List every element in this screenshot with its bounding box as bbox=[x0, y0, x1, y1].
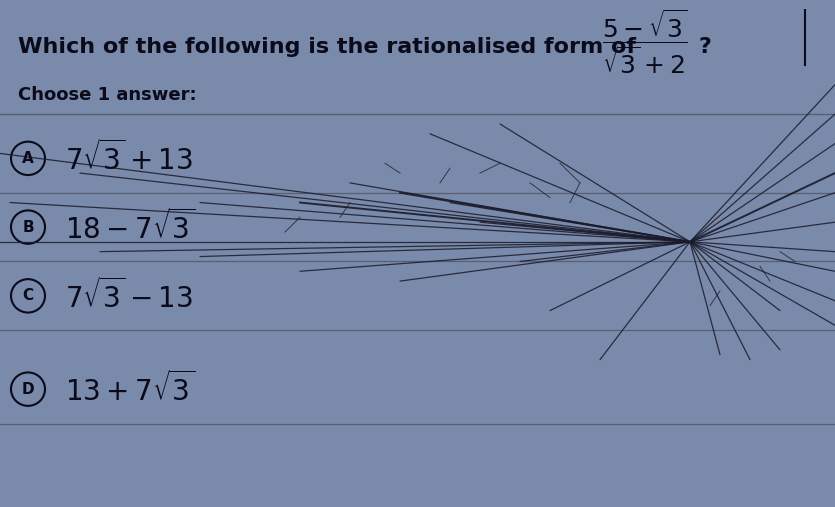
Text: $18 - 7\sqrt{3}$: $18 - 7\sqrt{3}$ bbox=[65, 209, 195, 245]
Text: B: B bbox=[23, 220, 33, 235]
Text: ?: ? bbox=[698, 38, 711, 57]
Text: $7\sqrt{3} + 13$: $7\sqrt{3} + 13$ bbox=[65, 140, 193, 176]
Text: C: C bbox=[23, 288, 33, 303]
Text: $\dfrac{5-\sqrt{3}}{\sqrt{3}+2}$: $\dfrac{5-\sqrt{3}}{\sqrt{3}+2}$ bbox=[602, 7, 688, 76]
Text: $13 + 7\sqrt{3}$: $13 + 7\sqrt{3}$ bbox=[65, 371, 195, 407]
Text: A: A bbox=[22, 151, 34, 166]
Text: Which of the following is the rationalised form of: Which of the following is the rationalis… bbox=[18, 38, 636, 57]
Text: D: D bbox=[22, 382, 34, 396]
Text: $7\sqrt{3} - 13$: $7\sqrt{3} - 13$ bbox=[65, 278, 193, 314]
Text: Choose 1 answer:: Choose 1 answer: bbox=[18, 86, 196, 103]
